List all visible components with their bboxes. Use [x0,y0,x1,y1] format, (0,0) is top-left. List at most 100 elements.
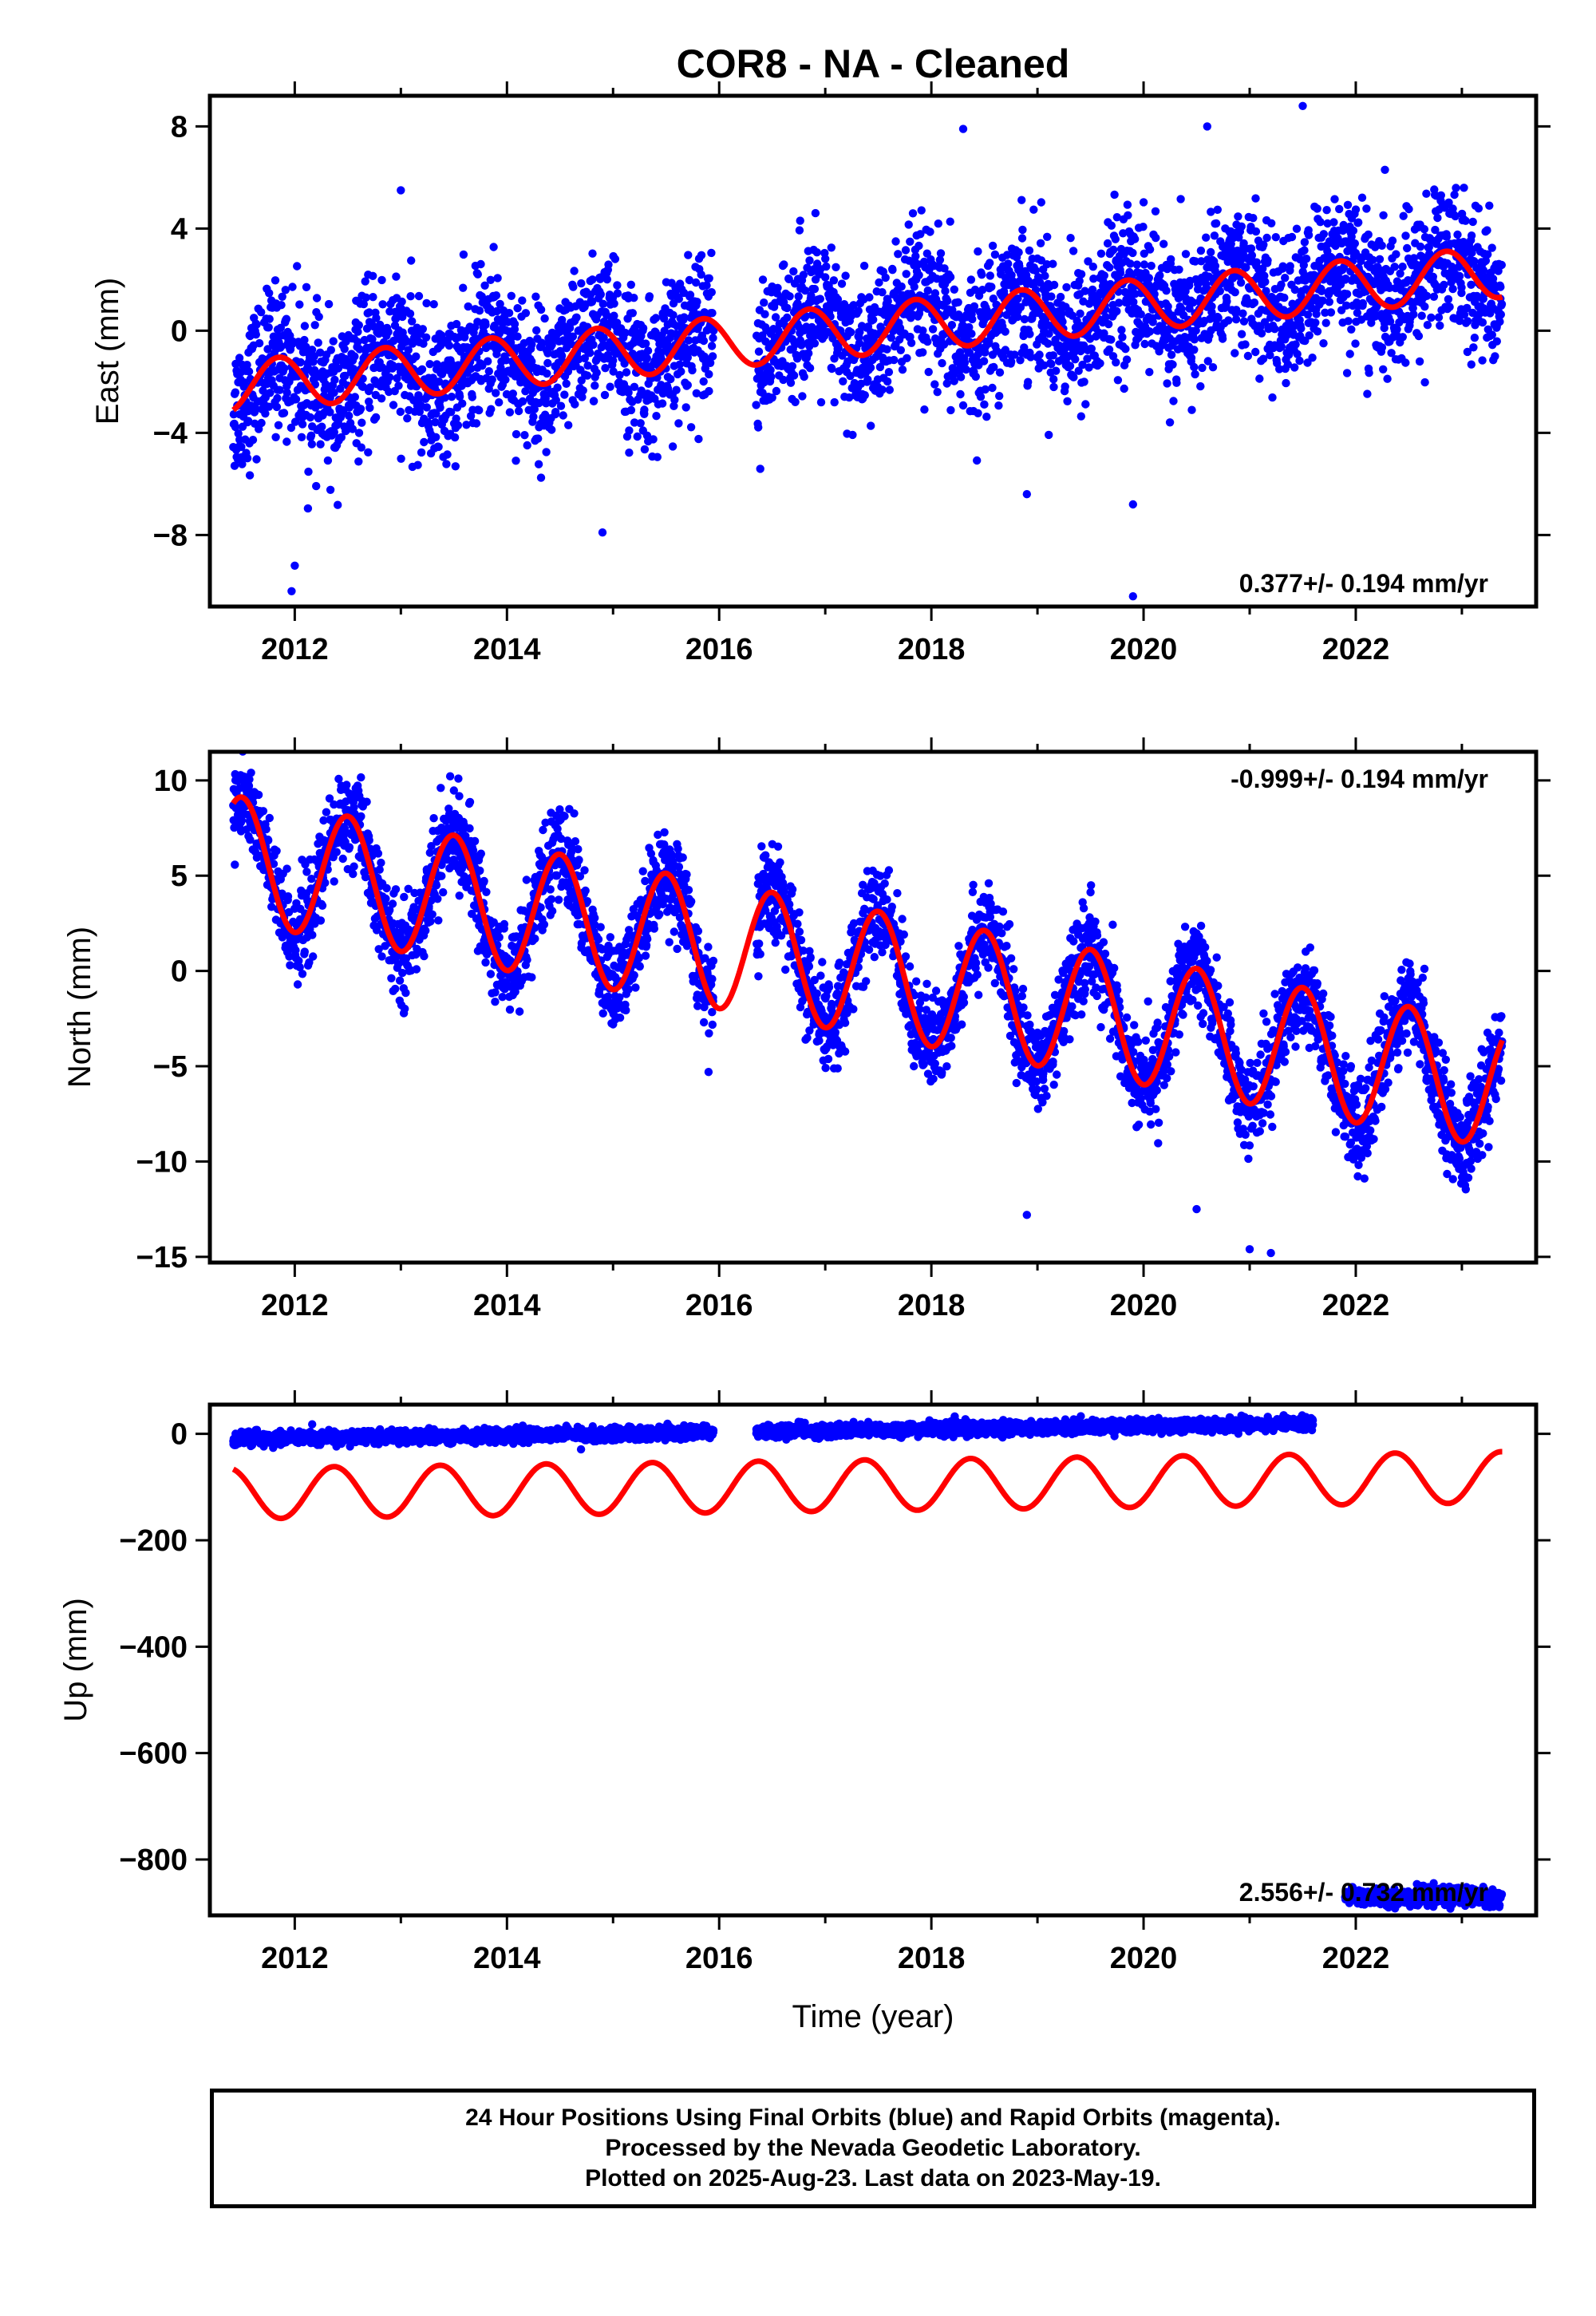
data-point [1349,226,1358,235]
data-point [307,440,316,449]
data-point [345,843,354,852]
data-point [888,266,897,275]
data-point [1487,243,1496,252]
data-point [1190,335,1199,344]
data-point [1393,325,1401,334]
data-point [1329,218,1338,227]
data-point [512,429,521,439]
data-point [1485,201,1494,210]
data-point [1124,211,1132,219]
data-point [455,792,464,800]
data-point [312,294,322,302]
y-tick-label: −8 [153,519,188,552]
data-point [257,418,266,428]
data-point [1207,247,1215,257]
data-point [1330,195,1339,204]
data-point [640,445,650,454]
data-point [968,314,977,324]
data-point [1388,236,1397,245]
data-point [422,298,431,308]
data-point [560,812,569,820]
data-point [1231,315,1241,324]
data-point [995,368,1005,377]
data-point [257,308,266,317]
data-point [1214,314,1223,322]
data-point [587,298,597,306]
data-point [1461,216,1470,225]
data-point [965,348,974,358]
data-point [1304,231,1314,239]
data-point [1187,354,1196,362]
data-point [513,304,522,313]
data-point [1313,204,1321,213]
data-point [547,907,557,915]
data-point [915,241,923,251]
data-point [600,390,610,400]
data-point [1365,369,1373,377]
data-point [318,422,326,431]
data-point [1144,274,1154,283]
data-point [1417,311,1426,320]
data-point [500,919,509,929]
data-point [279,409,289,417]
data-point [936,249,946,258]
data-point [970,285,980,294]
data-point [1045,430,1053,440]
data-point [578,393,587,401]
data-point [1080,377,1088,386]
data-point [1236,279,1246,287]
data-point [330,375,339,385]
data-point [854,306,863,315]
data-point [920,405,929,414]
data-point [1042,260,1052,269]
data-point [1018,225,1027,235]
data-point [649,435,658,444]
data-point [1112,358,1120,367]
data-points [229,752,1507,1258]
data-point [455,891,464,900]
data-point [1211,219,1221,228]
data-point [476,866,484,875]
data-point [1281,274,1290,283]
data-point [350,862,358,871]
data-point [800,286,810,295]
data-point [234,429,243,438]
data-point [1207,207,1215,216]
data-point [1354,218,1363,227]
data-point [314,338,322,347]
data-point [1350,239,1360,248]
data-point [314,312,323,322]
data-point [300,335,309,345]
data-point [1029,205,1038,214]
data-point [384,327,393,337]
data-point [846,328,855,337]
data-point [784,275,793,283]
data-point [1052,366,1061,375]
data-point [1416,242,1425,251]
data-point [359,299,368,309]
data-point [645,292,654,301]
data-point [1020,343,1029,352]
data-point [1478,356,1487,365]
data-point [489,243,498,251]
data-point [293,262,302,271]
data-point [1071,355,1080,364]
data-point [1375,255,1385,263]
data-point [504,309,514,318]
data-point [1017,234,1027,243]
data-point [580,866,589,875]
data-point [1074,366,1083,375]
data-point [771,313,780,322]
data-point [1247,251,1257,260]
data-point [1078,360,1087,370]
data-point [965,322,974,332]
data-point [658,399,667,408]
data-point [1163,379,1171,388]
data-point [445,772,455,781]
data-point [1168,360,1177,369]
data-point [1436,321,1444,330]
data-point [523,441,531,450]
data-point [1277,280,1286,289]
data-point [1181,250,1191,259]
